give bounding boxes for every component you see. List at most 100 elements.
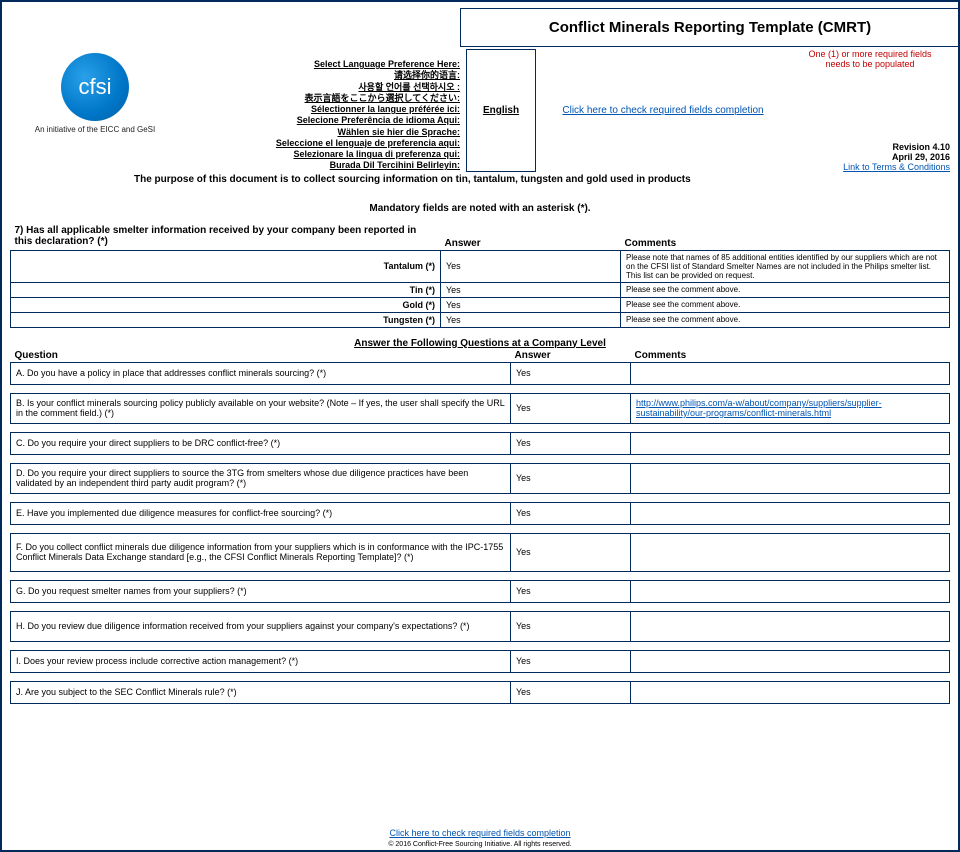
- copyright: © 2016 Conflict-Free Sourcing Initiative…: [388, 841, 571, 848]
- answer-cell[interactable]: Yes: [441, 312, 621, 327]
- logo-cell: cfsi An initiative of the EICC and GeSI: [10, 49, 180, 172]
- answer-E[interactable]: Yes: [511, 502, 631, 524]
- document-title: Conflict Minerals Reporting Template (CM…: [460, 8, 960, 47]
- required-warning: One (1) or more required fields needs to…: [790, 49, 950, 69]
- answer-G[interactable]: Yes: [511, 580, 631, 602]
- check-fields-link[interactable]: Click here to check required fields comp…: [562, 105, 763, 116]
- answer-I[interactable]: Yes: [511, 650, 631, 672]
- q7-section: 7) Has all applicable smelter informatio…: [2, 224, 958, 704]
- company-table-head: Question Answer Comments A. Do you have …: [10, 349, 950, 385]
- footer: Click here to check required fields comp…: [2, 828, 958, 848]
- comment-G[interactable]: [631, 580, 950, 602]
- table-row: G. Do you request smelter names from you…: [11, 580, 950, 602]
- table-row: Tin (*) Yes Please see the comment above…: [11, 282, 950, 297]
- row-H: H. Do you review due diligence informati…: [10, 611, 950, 642]
- metal-tungsten: Tungsten (*): [11, 312, 441, 327]
- comment-E[interactable]: [631, 502, 950, 524]
- check-fields-cell: Click here to check required fields comp…: [536, 49, 790, 172]
- row-D: D. Do you require your direct suppliers …: [10, 463, 950, 494]
- question-B: B. Is your conflict minerals sourcing po…: [11, 393, 511, 423]
- comment-I[interactable]: [631, 650, 950, 672]
- q7-comments-header: Comments: [621, 224, 950, 251]
- language-list: Select Language Preference Here: 请选择你的语言…: [180, 49, 460, 172]
- question-E: E. Have you implemented due diligence me…: [11, 502, 511, 524]
- q7-answer-header: Answer: [441, 224, 621, 251]
- comment-J[interactable]: [631, 681, 950, 703]
- q7-question: 7) Has all applicable smelter informatio…: [15, 225, 437, 247]
- table-row: C. Do you require your direct suppliers …: [11, 432, 950, 454]
- answer-A[interactable]: Yes: [511, 362, 631, 384]
- table-row: Gold (*) Yes Please see the comment abov…: [11, 297, 950, 312]
- answer-J[interactable]: Yes: [511, 681, 631, 703]
- comment-B-link[interactable]: http://www.philips.com/a-w/about/company…: [636, 398, 882, 418]
- footer-check-link[interactable]: Click here to check required fields comp…: [389, 828, 570, 838]
- lang-de[interactable]: Wählen sie hier die Sprache:: [180, 127, 460, 138]
- row-J: J. Are you subject to the SEC Conflict M…: [10, 681, 950, 704]
- cfsi-logo: cfsi: [61, 53, 129, 121]
- lang-en[interactable]: Select Language Preference Here:: [180, 59, 460, 70]
- selected-language-cell[interactable]: English: [466, 49, 536, 172]
- table-row: F. Do you collect conflict minerals due …: [11, 533, 950, 571]
- lang-fr[interactable]: Sélectionner la langue préférée ici:: [180, 104, 460, 115]
- right-header-cell: One (1) or more required fields needs to…: [790, 49, 950, 172]
- q7-table: 7) Has all applicable smelter informatio…: [10, 224, 950, 328]
- answer-C[interactable]: Yes: [511, 432, 631, 454]
- question-F: F. Do you collect conflict minerals due …: [11, 533, 511, 571]
- purpose-text: The purpose of this document is to colle…: [10, 172, 950, 191]
- lang-zh[interactable]: 请选择你的语言:: [180, 70, 460, 81]
- comment-A[interactable]: [631, 362, 950, 384]
- lang-tr[interactable]: Burada Dil Tercihini Belirleyin:: [180, 160, 460, 171]
- lang-it[interactable]: Selezionare la lingua di preferenza qui:: [180, 149, 460, 160]
- lang-ko[interactable]: 사용할 언어를 선택하시오 :: [180, 82, 460, 93]
- row-C: C. Do you require your direct suppliers …: [10, 432, 950, 455]
- comment-B[interactable]: http://www.philips.com/a-w/about/company…: [631, 393, 950, 423]
- revision-label: Revision 4.10: [790, 142, 950, 152]
- answer-cell[interactable]: Yes: [441, 282, 621, 297]
- answer-F[interactable]: Yes: [511, 533, 631, 571]
- answer-D[interactable]: Yes: [511, 463, 631, 493]
- table-row: I. Does your review process include corr…: [11, 650, 950, 672]
- question-D: D. Do you require your direct suppliers …: [11, 463, 511, 493]
- comment-D[interactable]: [631, 463, 950, 493]
- question-I: I. Does your review process include corr…: [11, 650, 511, 672]
- answer-cell[interactable]: Yes: [441, 250, 621, 282]
- answer-H[interactable]: Yes: [511, 611, 631, 641]
- comment-cell[interactable]: Please see the comment above.: [621, 312, 950, 327]
- mandatory-note: Mandatory fields are noted with an aster…: [2, 191, 958, 224]
- col-comments: Comments: [631, 349, 950, 363]
- table-row: Tantalum (*) Yes Please note that names …: [11, 250, 950, 282]
- comment-cell[interactable]: Please note that names of 85 additional …: [621, 250, 950, 282]
- company-section-title: Answer the Following Questions at a Comp…: [10, 328, 950, 349]
- terms-link[interactable]: Link to Terms & Conditions: [843, 162, 950, 172]
- comment-H[interactable]: [631, 611, 950, 641]
- question-J: J. Are you subject to the SEC Conflict M…: [11, 681, 511, 703]
- question-C: C. Do you require your direct suppliers …: [11, 432, 511, 454]
- table-row: A. Do you have a policy in place that ad…: [11, 362, 950, 384]
- answer-cell[interactable]: Yes: [441, 297, 621, 312]
- lang-es[interactable]: Seleccione el lenguaje de preferencia aq…: [180, 138, 460, 149]
- question-H: H. Do you review due diligence informati…: [11, 611, 511, 641]
- page: Conflict Minerals Reporting Template (CM…: [0, 0, 960, 852]
- comment-cell[interactable]: Please see the comment above.: [621, 282, 950, 297]
- selected-language: English: [483, 105, 519, 116]
- comment-F[interactable]: [631, 533, 950, 571]
- row-E: E. Have you implemented due diligence me…: [10, 502, 950, 525]
- metal-gold: Gold (*): [11, 297, 441, 312]
- comment-C[interactable]: [631, 432, 950, 454]
- table-row: Tungsten (*) Yes Please see the comment …: [11, 312, 950, 327]
- question-G: G. Do you request smelter names from you…: [11, 580, 511, 602]
- col-question: Question: [11, 349, 511, 363]
- metal-tin: Tin (*): [11, 282, 441, 297]
- row-B: B. Is your conflict minerals sourcing po…: [10, 393, 950, 424]
- question-A: A. Do you have a policy in place that ad…: [11, 362, 511, 384]
- col-answer: Answer: [511, 349, 631, 363]
- lang-ja[interactable]: 表示言語をここから選択してください:: [180, 93, 460, 104]
- header: Conflict Minerals Reporting Template (CM…: [2, 2, 958, 191]
- metal-tantalum: Tantalum (*): [11, 250, 441, 282]
- table-row: D. Do you require your direct suppliers …: [11, 463, 950, 493]
- row-G: G. Do you request smelter names from you…: [10, 580, 950, 603]
- lang-pt[interactable]: Selecione Preferência de idioma Aqui:: [180, 115, 460, 126]
- logo-subtitle: An initiative of the EICC and GeSI: [14, 125, 176, 134]
- comment-cell[interactable]: Please see the comment above.: [621, 297, 950, 312]
- answer-B[interactable]: Yes: [511, 393, 631, 423]
